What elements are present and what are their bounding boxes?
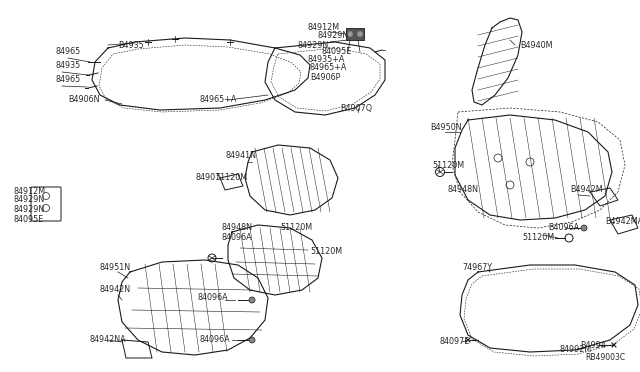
Text: 84912M: 84912M bbox=[308, 23, 340, 32]
Circle shape bbox=[348, 32, 353, 36]
Circle shape bbox=[358, 32, 362, 36]
Text: 84929N: 84929N bbox=[14, 196, 45, 205]
Text: 84095E: 84095E bbox=[322, 48, 352, 57]
Text: RB49003C: RB49003C bbox=[585, 353, 625, 362]
Text: 84929N: 84929N bbox=[14, 205, 45, 215]
Text: 84942NA: 84942NA bbox=[90, 336, 127, 344]
Text: 84096A: 84096A bbox=[198, 294, 228, 302]
Text: 84948N: 84948N bbox=[222, 224, 253, 232]
Text: 84951N: 84951N bbox=[100, 263, 131, 273]
Text: 84965: 84965 bbox=[55, 48, 80, 57]
Text: B4906P: B4906P bbox=[310, 74, 340, 83]
Circle shape bbox=[249, 337, 255, 343]
Text: 84935: 84935 bbox=[55, 61, 80, 71]
Text: B4906N: B4906N bbox=[68, 96, 99, 105]
Text: 84965+A: 84965+A bbox=[200, 96, 237, 105]
Text: B4940M: B4940M bbox=[520, 41, 552, 49]
Circle shape bbox=[506, 181, 514, 189]
Text: 84096A: 84096A bbox=[200, 336, 230, 344]
Text: 74967Y: 74967Y bbox=[462, 263, 492, 273]
Circle shape bbox=[435, 167, 445, 176]
Circle shape bbox=[208, 254, 216, 262]
Text: 84929N: 84929N bbox=[318, 32, 349, 41]
Text: 84096A: 84096A bbox=[222, 234, 253, 243]
Text: 84907: 84907 bbox=[195, 173, 220, 183]
Text: B4994: B4994 bbox=[580, 340, 605, 350]
Text: B4935: B4935 bbox=[118, 41, 144, 49]
Text: 84942N: 84942N bbox=[100, 285, 131, 295]
Text: B4950N: B4950N bbox=[430, 124, 461, 132]
Circle shape bbox=[42, 192, 49, 199]
FancyBboxPatch shape bbox=[31, 187, 61, 221]
Text: 84992M: 84992M bbox=[560, 346, 592, 355]
Text: 51120M: 51120M bbox=[280, 224, 312, 232]
Text: B4942MA: B4942MA bbox=[605, 218, 640, 227]
Circle shape bbox=[526, 158, 534, 166]
Text: 84929N: 84929N bbox=[298, 42, 329, 51]
Text: 51120M: 51120M bbox=[432, 160, 464, 170]
Circle shape bbox=[581, 225, 587, 231]
Bar bbox=[346, 28, 364, 40]
Circle shape bbox=[42, 205, 49, 212]
Text: B4907Q: B4907Q bbox=[340, 103, 372, 112]
Text: 84948N: 84948N bbox=[448, 186, 479, 195]
Text: 84965: 84965 bbox=[55, 76, 80, 84]
Circle shape bbox=[249, 297, 255, 303]
Text: 84965+A: 84965+A bbox=[310, 64, 348, 73]
Text: B4096A: B4096A bbox=[548, 224, 579, 232]
Text: 84935+A: 84935+A bbox=[308, 55, 346, 64]
Text: 84912M: 84912M bbox=[14, 187, 46, 196]
Text: 84095E: 84095E bbox=[14, 215, 44, 224]
Text: 84097E: 84097E bbox=[440, 337, 470, 346]
Text: 84941N: 84941N bbox=[225, 151, 256, 160]
Circle shape bbox=[565, 234, 573, 242]
Text: 51120M: 51120M bbox=[522, 234, 554, 243]
Text: 51120M: 51120M bbox=[215, 173, 247, 183]
Text: 51120M: 51120M bbox=[310, 247, 342, 257]
Text: B4942M: B4942M bbox=[570, 186, 603, 195]
Circle shape bbox=[494, 154, 502, 162]
